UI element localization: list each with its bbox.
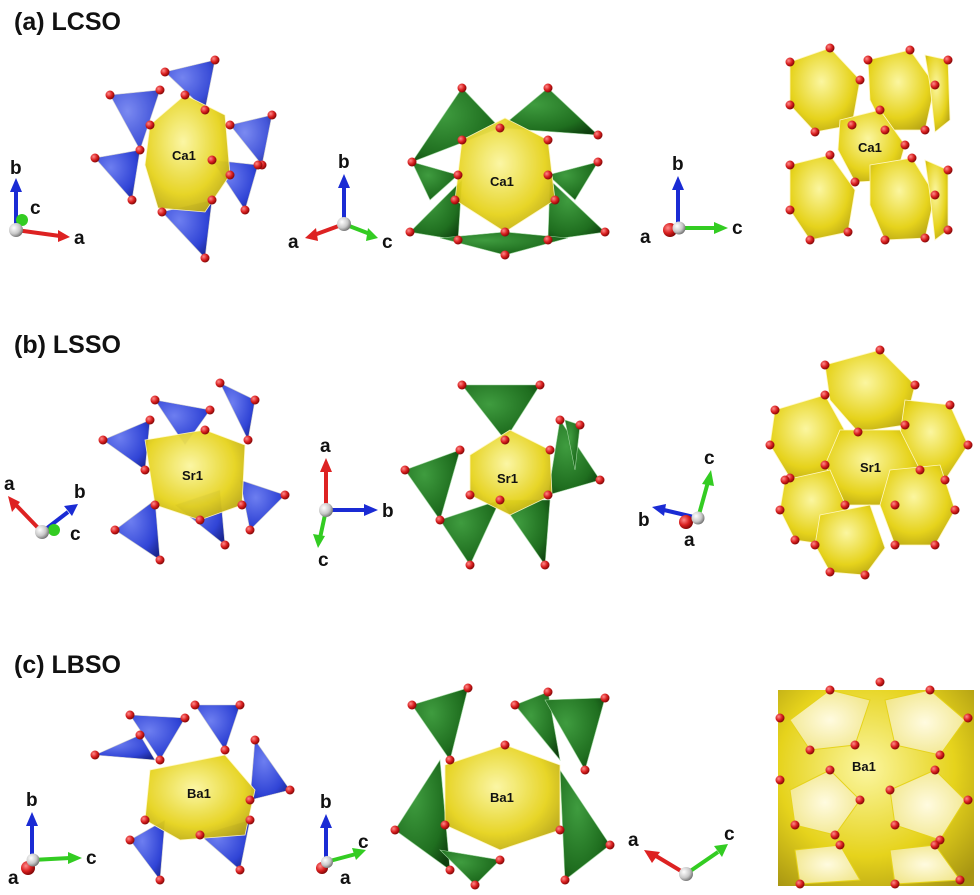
site-label: Sr1 bbox=[860, 460, 881, 475]
axis-triad-b2: a b c bbox=[313, 436, 394, 571]
site-label: Ca1 bbox=[490, 174, 514, 189]
axis-label: a bbox=[684, 530, 695, 551]
axis-label: a bbox=[340, 868, 351, 889]
axis-label: c bbox=[30, 198, 41, 219]
axis-label: b bbox=[74, 482, 86, 503]
panel-c-title: (c) LBSO bbox=[14, 651, 121, 679]
axis-label: c bbox=[86, 848, 97, 869]
axis-triad-b3: c b a bbox=[638, 448, 715, 551]
structure-c2: Ba1 bbox=[390, 683, 615, 890]
axis-label: c bbox=[732, 218, 743, 239]
axis-label: c bbox=[704, 448, 715, 469]
axis-label: b bbox=[638, 510, 650, 531]
panel-c: (c) LBSO b c a Ba1 bbox=[8, 651, 974, 890]
structure-c3: Ba1 bbox=[775, 677, 974, 889]
axis-label: b bbox=[672, 154, 684, 175]
axis-triad-c3: a c bbox=[628, 824, 735, 881]
axis-label: a bbox=[640, 227, 651, 248]
axis-triad-b1: a b c bbox=[4, 474, 86, 545]
axis-label: c bbox=[382, 232, 393, 253]
site-label: Ca1 bbox=[172, 148, 196, 163]
axis-label: a bbox=[74, 228, 85, 249]
structure-a1: Ca1 bbox=[90, 55, 277, 263]
axis-label: a bbox=[628, 830, 639, 851]
axis-label: a bbox=[320, 436, 331, 457]
axis-label: b bbox=[10, 158, 22, 179]
axis-triad-c2: b c a bbox=[316, 792, 369, 889]
panel-a: (a) LCSO b a c Ca1 bbox=[9, 8, 953, 263]
axis-triad-a2: b a c bbox=[288, 152, 393, 253]
structure-b2: Sr1 bbox=[400, 380, 605, 570]
axis-triad-a3: b a c bbox=[640, 154, 743, 248]
structure-a2: Ca1 bbox=[405, 83, 610, 260]
site-label: Ba1 bbox=[852, 759, 876, 774]
axis-label: b bbox=[382, 501, 394, 522]
site-label: Ba1 bbox=[490, 790, 514, 805]
structure-b1: Sr1 bbox=[98, 378, 290, 565]
site-label: Ba1 bbox=[187, 786, 211, 801]
panel-a-title: (a) LCSO bbox=[14, 8, 121, 36]
structure-c1: Ba1 bbox=[90, 700, 295, 885]
axis-label: c bbox=[318, 550, 329, 571]
axis-triad-a1: b a c bbox=[9, 158, 85, 249]
axis-label: a bbox=[8, 868, 19, 889]
axis-label: a bbox=[288, 232, 299, 253]
axis-label: b bbox=[338, 152, 350, 173]
axis-triad-c1: b c a bbox=[8, 790, 97, 889]
site-label: Ca1 bbox=[858, 140, 882, 155]
axis-label: b bbox=[320, 792, 332, 813]
structure-b3: Sr1 bbox=[765, 345, 973, 580]
axis-label: b bbox=[26, 790, 38, 811]
axis-label: a bbox=[4, 474, 15, 495]
panel-b: (b) LSSO a b c Sr1 bbox=[4, 331, 973, 580]
structure-a3: Ca1 bbox=[785, 43, 953, 245]
panel-b-title: (b) LSSO bbox=[14, 331, 121, 359]
axis-label: c bbox=[724, 824, 735, 845]
site-label: Sr1 bbox=[497, 471, 518, 486]
axis-label: c bbox=[70, 524, 81, 545]
axis-label: c bbox=[358, 832, 369, 853]
site-label: Sr1 bbox=[182, 468, 203, 483]
